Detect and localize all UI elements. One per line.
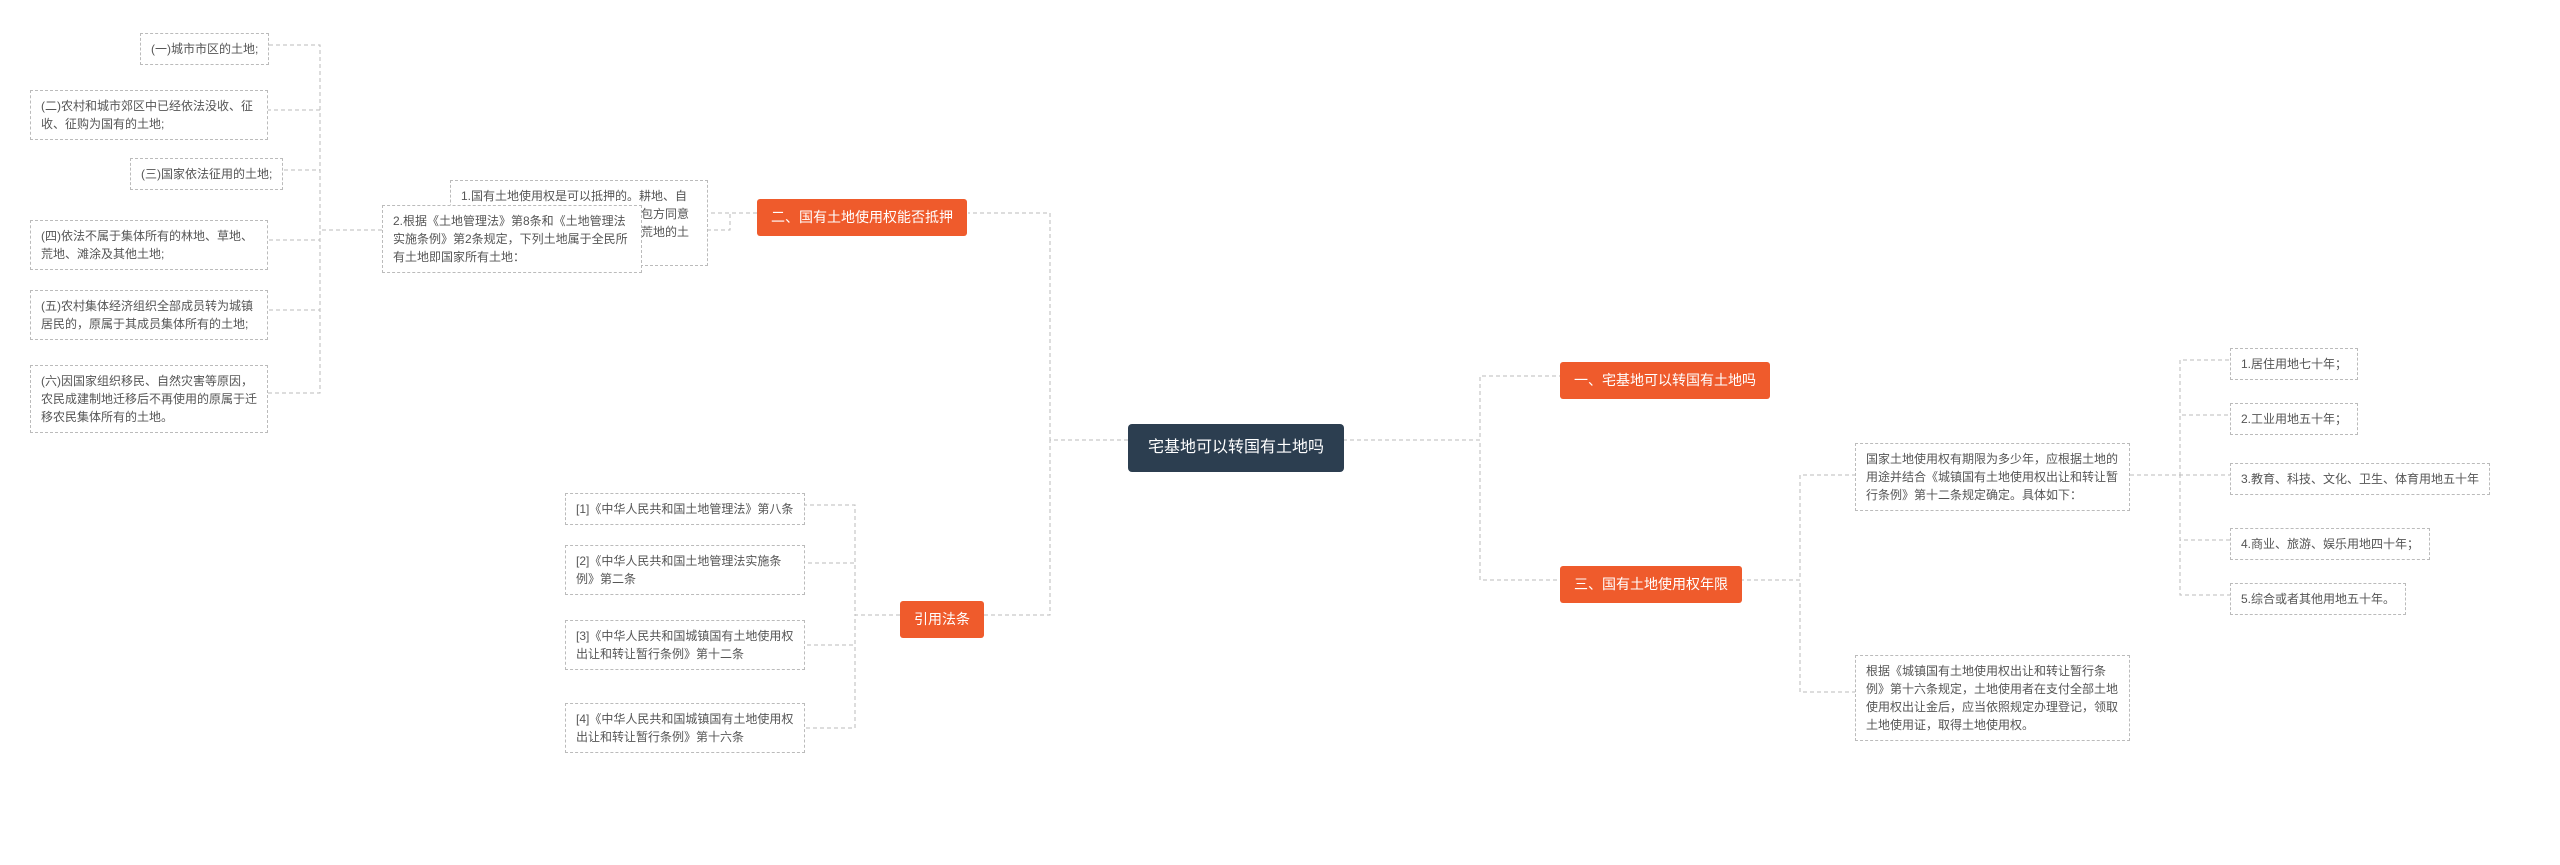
branch-1[interactable]: 一、宅基地可以转国有土地吗 (1560, 362, 1770, 399)
b3-c2: 根据《城镇国有土地使用权出让和转让暂行条例》第十六条规定，土地使用者在支付全部土… (1855, 655, 2130, 741)
b3-c1: 国家土地使用权有期限为多少年，应根据土地的用途并结合《城镇国有土地使用权出让和转… (1855, 443, 2130, 511)
branch-3[interactable]: 三、国有土地使用权年限 (1560, 566, 1742, 603)
b3-c1-d1: 1.居住用地七十年； (2230, 348, 2358, 380)
b2-c2-d5: (五)农村集体经济组织全部成员转为城镇居民的，原属于其成员集体所有的土地; (30, 290, 268, 340)
b2-c2-d3: (三)国家依法征用的土地; (130, 158, 283, 190)
root-node[interactable]: 宅基地可以转国有土地吗 (1128, 424, 1344, 472)
b3-c1-d4: 4.商业、旅游、娱乐用地四十年； (2230, 528, 2430, 560)
ref-r2: [2]《中华人民共和国土地管理法实施条例》第二条 (565, 545, 805, 595)
b2-c2-d4: (四)依法不属于集体所有的林地、草地、荒地、滩涂及其他土地; (30, 220, 268, 270)
branch-2[interactable]: 二、国有土地使用权能否抵押 (757, 199, 967, 236)
ref-r4: [4]《中华人民共和国城镇国有土地使用权出让和转让暂行条例》第十六条 (565, 703, 805, 753)
ref-r1: [1]《中华人民共和国土地管理法》第八条 (565, 493, 805, 525)
ref-r3: [3]《中华人民共和国城镇国有土地使用权出让和转让暂行条例》第十二条 (565, 620, 805, 670)
branch-ref[interactable]: 引用法条 (900, 601, 984, 638)
b2-c2: 2.根据《土地管理法》第8条和《土地管理法实施条例》第2条规定，下列土地属于全民… (382, 205, 642, 273)
b2-c2-d1: (一)城市市区的土地; (140, 33, 269, 65)
b2-c2-d6: (六)因国家组织移民、自然灾害等原因，农民成建制地迁移后不再使用的原属于迁移农民… (30, 365, 268, 433)
b3-c1-d3: 3.教育、科技、文化、卫生、体育用地五十年 (2230, 463, 2490, 495)
b2-c2-d2: (二)农村和城市郊区中已经依法没收、征收、征购为国有的土地; (30, 90, 268, 140)
b3-c1-d5: 5.综合或者其他用地五十年。 (2230, 583, 2406, 615)
b3-c1-d2: 2.工业用地五十年； (2230, 403, 2358, 435)
